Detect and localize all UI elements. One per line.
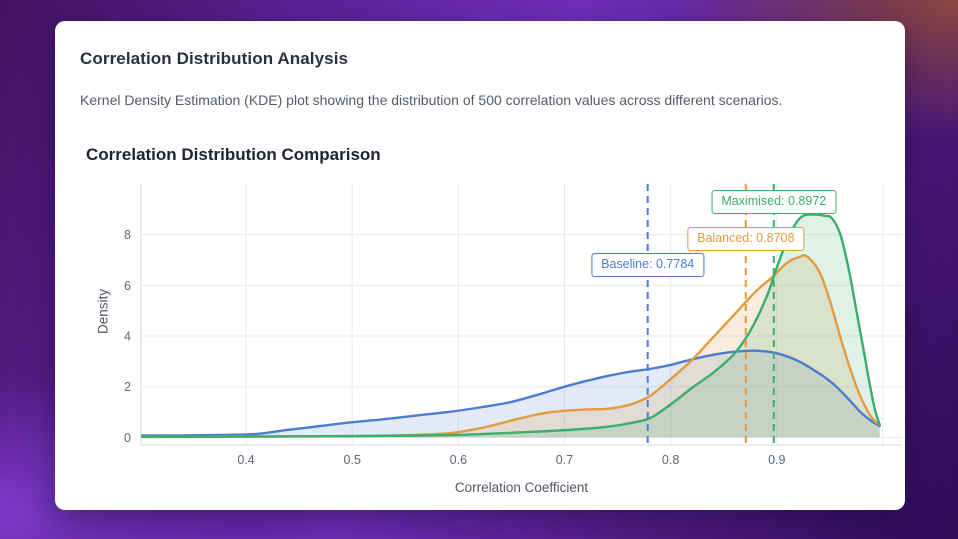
y-tick-label: 0 xyxy=(124,431,131,445)
x-tick-label: 0.9 xyxy=(768,453,785,467)
analysis-card: Correlation Distribution Analysis Kernel… xyxy=(55,21,905,510)
y-tick-label: 2 xyxy=(124,380,131,394)
kde-area-balanced xyxy=(142,255,880,438)
chart-title: Correlation Distribution Comparison xyxy=(86,145,381,164)
vline-label-maximised: Maximised: 0.8972 xyxy=(711,190,837,214)
y-tick-label: 8 xyxy=(124,228,131,242)
kde-plot[interactable]: 0.4 0.5 0.6 0.7 0.8 0.9 0 2 4 6 8 Baseline: 0.7784… xyxy=(55,21,905,510)
page-subtitle: Kernel Density Estimation (KDE) plot sho… xyxy=(80,92,783,108)
kde-area-maximised xyxy=(142,214,880,438)
kde-curve-baseline xyxy=(140,349,881,437)
x-tick-label: 0.4 xyxy=(237,453,254,467)
vline-label-baseline: Baseline: 0.7784 xyxy=(591,253,705,277)
x-tick-label: 0.8 xyxy=(662,453,679,467)
x-tick-label: 0.6 xyxy=(450,453,467,467)
y-tick-label: 4 xyxy=(124,330,131,344)
y-axis-title: Density xyxy=(95,289,111,335)
x-tick-label: 0.5 xyxy=(344,453,361,467)
page-title: Correlation Distribution Analysis xyxy=(80,49,349,68)
x-axis-title: Correlation Coefficient xyxy=(454,480,589,495)
vline-label-balanced: Balanced: 0.8708 xyxy=(687,227,805,251)
x-tick-label: 0.7 xyxy=(556,453,573,467)
kde-curve-maximised xyxy=(140,213,881,439)
kde-area-baseline xyxy=(142,350,880,438)
y-tick-label: 6 xyxy=(124,279,131,293)
kde-plot-canvas[interactable]: 0.4 0.5 0.6 0.7 0.8 0.9 0 2 4 6 8 xyxy=(55,21,905,510)
